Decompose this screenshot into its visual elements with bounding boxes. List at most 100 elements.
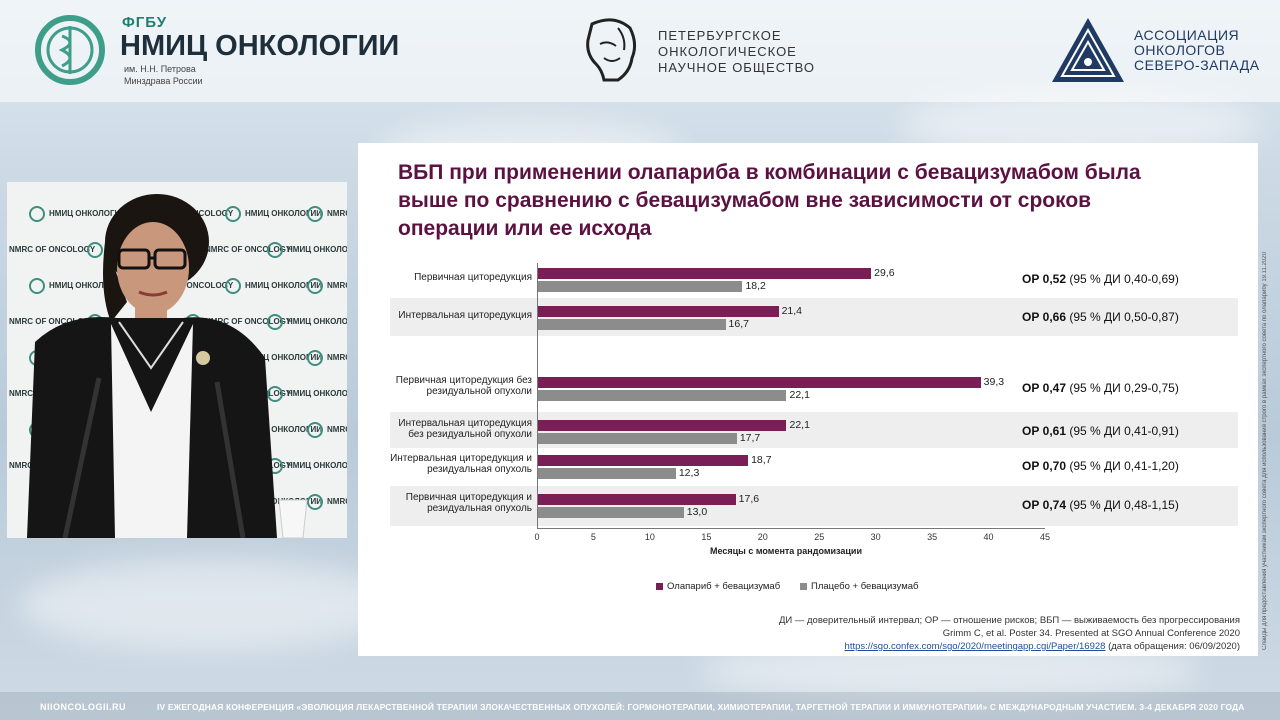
- bar-value-label: 17,6: [738, 493, 760, 505]
- x-tick-label: 0: [534, 532, 540, 542]
- bar-value-label: 16,7: [728, 318, 749, 330]
- row-band: [390, 486, 1238, 526]
- hazard-ratio-label: ОР 0,52 (95 % ДИ 0,40-0,69): [1022, 272, 1179, 286]
- bar-value-label: 22,1: [789, 389, 810, 401]
- reference-link[interactable]: https://sgo.confex.com/sgo/2020/meetinga…: [844, 641, 1106, 652]
- wall-logo-text: NMRC OF ONCOLOGY: [9, 245, 96, 255]
- x-tick-label: 30: [870, 532, 881, 542]
- press-wall-logo: NMRC OF ONCOLOGY: [307, 422, 347, 438]
- x-axis-line: [537, 528, 1045, 529]
- footer-bar: [0, 692, 1280, 720]
- bar-placebo: [537, 281, 743, 292]
- category-label: Интервальная циторедукция и резидуальная…: [390, 453, 532, 475]
- wall-logo-circle-icon: [225, 278, 241, 294]
- presentation-slide: ВБП при применении олапариба в комбинаци…: [358, 143, 1258, 656]
- hazard-ratio-label: ОР 0,70 (95 % ДИ 0,41-1,20): [1022, 459, 1179, 473]
- bar-olaparib: [537, 455, 749, 466]
- x-tick-label: 40: [983, 532, 994, 542]
- wall-logo-text: НМИЦ ОНКОЛОГИИ: [49, 209, 127, 219]
- row-band: [390, 298, 1238, 336]
- wall-logo-circle-icon: [267, 242, 283, 258]
- bar-value-label: 13,0: [686, 506, 708, 518]
- wall-logo-circle-icon: [307, 350, 323, 366]
- wall-logo-text: NMRC OF ONCOLOGY: [327, 353, 347, 363]
- bar-placebo: [537, 507, 684, 518]
- wall-logo-text: NMRC OF ONCOLOGY: [327, 209, 347, 219]
- logo-org-type: ФГБУ: [122, 14, 168, 31]
- wall-logo-circle-icon: [307, 278, 323, 294]
- x-axis-title: Месяцы с момента рандомизации: [710, 546, 862, 556]
- hazard-ratio-label: ОР 0,47 (95 % ДИ 0,29-0,75): [1022, 381, 1179, 395]
- legend-label: Плацебо + бевацизумаб: [811, 581, 919, 592]
- legend-label: Олапариб + бевацизумаб: [667, 581, 781, 592]
- y-axis-line: [537, 263, 538, 529]
- wall-logo-text: НМИЦ ОНКОЛОГИИ: [245, 425, 323, 435]
- background-cloud: [20, 560, 400, 650]
- wall-logo-text: НМИЦ ОНКОЛОГИИ: [245, 281, 323, 291]
- wall-logo-circle-icon: [87, 242, 103, 258]
- bar-value-label: 18,7: [751, 454, 772, 466]
- wall-logo-text: NMRC OF ONCOLOGY: [205, 245, 292, 255]
- hazard-ratio-value: ОР 0,74: [1022, 498, 1067, 512]
- x-tick-label: 45: [1039, 532, 1050, 542]
- bar-placebo: [537, 319, 726, 330]
- bar-placebo: [537, 468, 676, 479]
- press-wall-logo: NMRC OF ONCOLOGY: [307, 494, 347, 510]
- bar-olaparib: [537, 494, 736, 505]
- wall-logo-circle-icon: [225, 206, 241, 222]
- wall-logo-circle-icon: [267, 314, 283, 330]
- hazard-ratio-value: ОР 0,66: [1022, 310, 1067, 324]
- row-band: [390, 412, 1238, 448]
- bar-value-label: 12,3: [678, 467, 700, 479]
- hazard-ratio-value: ОР 0,61: [1022, 424, 1067, 438]
- spb-oncology-society-name: ПЕТЕРБУРГСКОЕ ОНКОЛОГИЧЕСКОЕ НАУЧНОЕ ОБЩ…: [658, 28, 815, 76]
- category-label: Первичная циторедукция и резидуальная оп…: [405, 492, 532, 514]
- press-wall-logo: НМИЦ ОНКОЛОГИИ: [267, 314, 347, 330]
- category-label: Первичная циторедукция без резидуальной …: [395, 375, 532, 397]
- press-wall-logo: NMRC OF ONCOLOGY: [7, 314, 95, 330]
- bar-olaparib: [537, 420, 787, 431]
- wall-logo-circle-icon: [307, 206, 323, 222]
- press-wall-logo: НМИЦ ОНКОЛОГИИ: [267, 386, 347, 402]
- footer-site[interactable]: NIIONCOLOGII.RU: [40, 702, 126, 712]
- category-label: Первичная циторедукция: [414, 272, 532, 283]
- hazard-ratio-value: ОР 0,47: [1022, 381, 1067, 395]
- logo-text-line: ПЕТЕРБУРГСКОЕ: [658, 28, 782, 43]
- wall-logo-text: NMRC OF ONCOLOGY: [9, 317, 96, 327]
- legend-item: Олапариб + бевацизумаб: [656, 581, 780, 592]
- x-tick-label: 35: [927, 532, 938, 542]
- logo-text-line: ОНКОЛОГОВ: [1134, 42, 1226, 58]
- legend-item: Плацебо + бевацизумаб: [800, 581, 918, 592]
- x-tick-label: 15: [701, 532, 712, 542]
- bar-value-label: 18,2: [745, 280, 766, 292]
- confidence-interval: (95 % ДИ 0,41-1,20): [1066, 459, 1179, 473]
- logo-org-name: НМИЦ ОНКОЛОГИИ: [120, 30, 400, 62]
- bar-value-label: 29,6: [874, 267, 895, 279]
- wall-logo-text: НМИЦ ОНКОЛОГИИ: [287, 461, 347, 471]
- bar-value-label: 39,3: [983, 376, 1005, 388]
- wall-logo-text: НМИЦ ОНКОЛОГИИ: [287, 245, 347, 255]
- footnote-reference: Grimm C, et al. Poster 34. Presented at …: [942, 628, 1240, 639]
- wall-logo-circle-icon: [307, 422, 323, 438]
- logo-text-line: ОНКОЛОГИЧЕСКОЕ: [658, 44, 797, 59]
- wall-logo-text: NMRC OF ONCOLOGY: [327, 425, 347, 435]
- wall-logo-text: NMRC OF ONCOLOGY: [327, 497, 347, 507]
- hazard-ratio-label: ОР 0,66 (95 % ДИ 0,50-0,87): [1022, 310, 1179, 324]
- logo-text-line: СЕВЕРО-ЗАПАДА: [1134, 57, 1260, 73]
- legend-swatch: [656, 582, 663, 590]
- press-wall-logo: НМИЦ ОНКОЛОГИИ: [225, 206, 322, 222]
- x-tick-label: 20: [757, 532, 768, 542]
- confidence-interval: (95 % ДИ 0,40-0,69): [1066, 272, 1179, 286]
- bar-olaparib: [537, 306, 779, 317]
- confidence-interval: (95 % ДИ 0,48-1,15): [1066, 498, 1179, 512]
- bar-olaparib: [537, 377, 981, 388]
- wall-logo-circle-icon: [29, 206, 45, 222]
- footnote-abbreviations: ДИ — доверительный интервал; ОР — отноше…: [778, 615, 1240, 626]
- category-label: Интервальная циторедукция: [398, 310, 532, 321]
- nmic-oncology-logo-icon: [35, 15, 105, 85]
- wall-logo-text: НМИЦ ОНКОЛОГИИ: [245, 353, 323, 363]
- confidence-interval: (95 % ДИ 0,41-0,91): [1066, 424, 1179, 438]
- wall-logo-text: НМИЦ ОНКОЛОГИИ: [287, 317, 347, 327]
- press-wall-logo: NMRC OF ONCOLOGY: [307, 350, 347, 366]
- reference-access-date: (дата обращения: 06/09/2020): [1105, 641, 1240, 652]
